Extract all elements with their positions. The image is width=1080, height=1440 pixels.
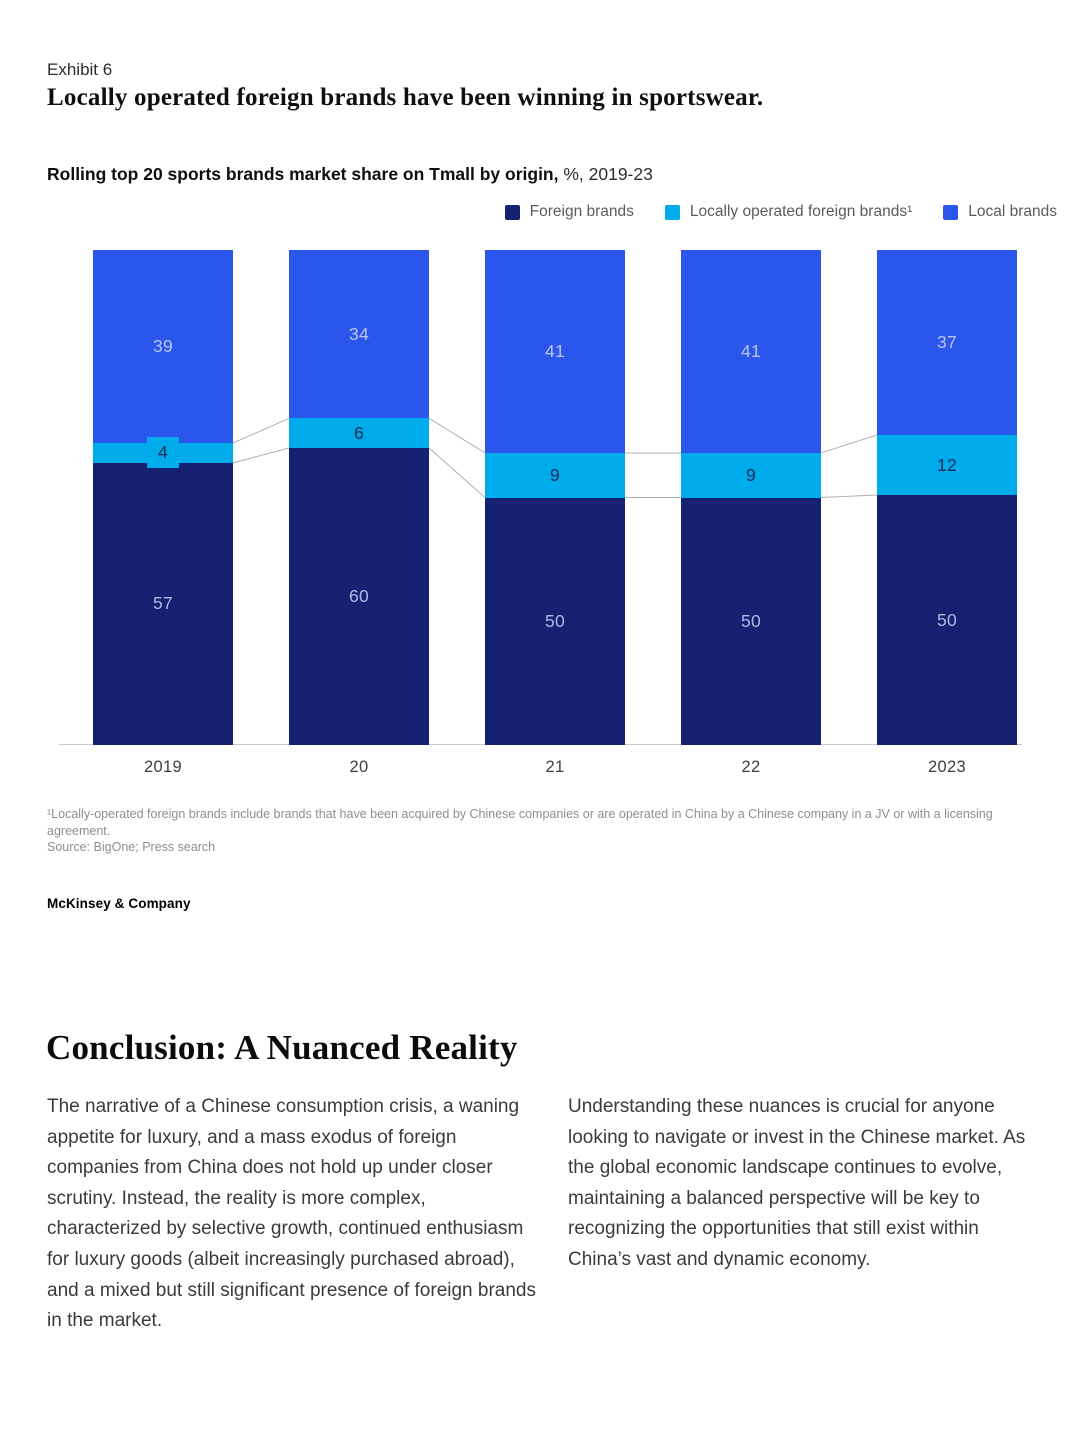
page-title: Locally operated foreign brands have bee… [47, 84, 764, 111]
value-label: 34 [348, 323, 370, 344]
legend-label: Locally operated foreign brands¹ [689, 203, 913, 220]
segment-foreign-brands-2023: 50 [877, 495, 1017, 745]
x-axis-label-20: 20 [349, 758, 369, 776]
segment-foreign-brands-22: 50 [681, 497, 821, 745]
value-label: 50 [936, 609, 958, 630]
segment-locally-operated-foreign-brands-21: 9 [485, 452, 625, 498]
segment-locally-operated-foreign-brands-20: 6 [289, 418, 429, 448]
value-label: 4 [146, 437, 180, 469]
segment-locally-operated-foreign-brands-2019: 4 [93, 437, 233, 469]
value-label: 39 [152, 336, 174, 357]
conclusion-paragraph-left: The narrative of a Chinese consumption c… [47, 1096, 536, 1332]
chart-subtitle: Rolling top 20 sports brands market shar… [47, 164, 653, 185]
chart-subtitle-main: Rolling top 20 sports brands market shar… [47, 164, 559, 184]
value-label: 9 [549, 464, 561, 485]
legend-label: Foreign brands [529, 203, 634, 220]
conclusion-heading: Conclusion: A Nuanced Reality [46, 1028, 518, 1067]
legend-label: Local brands [968, 203, 1057, 220]
segment-locally-operated-foreign-brands-2023: 12 [877, 435, 1017, 495]
segment-local-brands-2019: 39 [93, 250, 233, 444]
segment-local-brands-22: 41 [681, 250, 821, 453]
chart-footnote: ¹Locally-operated foreign brands include… [47, 807, 993, 838]
conclusion-paragraph-right: Understanding these nuances is crucial f… [568, 1096, 1026, 1270]
bar-21: 50 9 41 [485, 250, 625, 745]
chart-source: Source: BigOne; Press search [47, 840, 216, 854]
chart-subtitle-unit: %, 2019-23 [558, 164, 653, 184]
segment-foreign-brands-2019: 57 [93, 462, 233, 745]
chart-plot: 57 4 39 60 6 34 50 9 41 50 9 41 50 12 37 [47, 250, 1033, 745]
legend-item-locally-operated-foreign-brands: Locally operated foreign brands¹ [664, 203, 913, 221]
segment-local-brands-21: 41 [485, 250, 625, 453]
value-label: 37 [936, 332, 958, 352]
bar-2019: 57 4 39 [93, 250, 233, 745]
bar-2023: 50 12 37 [877, 250, 1017, 745]
bar-20: 60 6 34 [289, 250, 429, 745]
legend-item-local-brands: Local brands [943, 203, 1057, 221]
mckinsey-brand: McKinsey & Company [47, 896, 191, 911]
segment-foreign-brands-21: 50 [485, 497, 625, 745]
value-label: 41 [544, 340, 566, 361]
footnote-block: ¹Locally-operated foreign brands include… [47, 806, 1049, 856]
chart-legend: Foreign brands Locally operated foreign … [504, 203, 1057, 221]
segment-local-brands-2023: 37 [877, 250, 1017, 435]
segment-locally-operated-foreign-brands-22: 9 [681, 452, 821, 498]
value-label: 41 [740, 340, 762, 361]
legend-item-foreign-brands: Foreign brands [504, 203, 634, 221]
value-label: 9 [745, 464, 757, 485]
x-axis-label-2023: 2023 [928, 758, 966, 776]
segment-local-brands-20: 34 [289, 250, 429, 419]
value-label: 6 [353, 422, 365, 443]
legend-swatch-foreign-brands [504, 204, 520, 220]
bar-22: 50 9 41 [681, 250, 821, 745]
x-axis-label-22: 22 [741, 758, 761, 776]
segment-foreign-brands-20: 60 [289, 448, 429, 745]
legend-swatch-locally-operated-foreign-brands [664, 204, 680, 220]
value-label: 12 [936, 454, 958, 475]
value-label: 57 [152, 593, 174, 614]
x-axis-label-21: 21 [545, 758, 565, 776]
x-axis-label-2019: 2019 [144, 758, 182, 776]
value-label: 50 [740, 610, 762, 631]
x-axis: 2019 20 21 22 2023 [47, 758, 1033, 782]
exhibit-label: Exhibit 6 [47, 60, 113, 79]
legend-swatch-local-brands [943, 204, 959, 220]
value-label: 60 [348, 586, 370, 606]
value-label: 50 [544, 610, 566, 631]
